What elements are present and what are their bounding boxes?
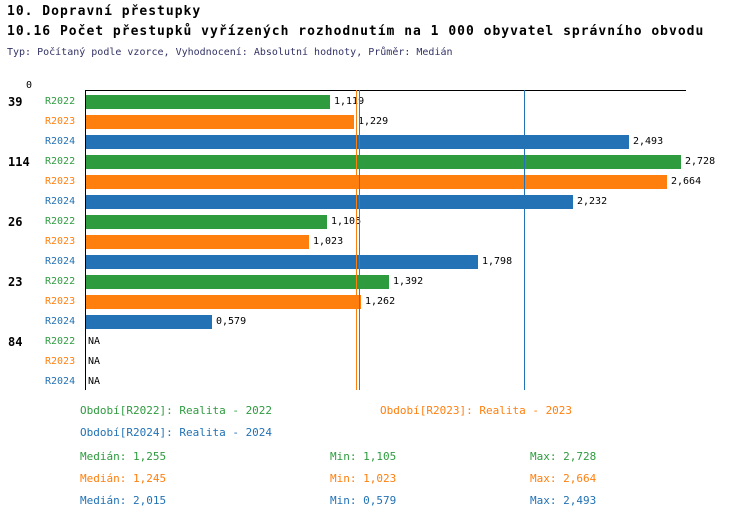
stat-max-r2022: Max: 2,728 (530, 450, 597, 463)
series-label: R2022 (45, 156, 76, 167)
bar-value-label: 1,229 (358, 116, 389, 127)
group-label: 23 (8, 275, 23, 289)
bar (86, 275, 389, 289)
x-axis-line (85, 90, 686, 91)
na-label: NA (88, 376, 101, 387)
series-label: R2023 (45, 236, 76, 247)
group-label: 84 (8, 335, 23, 349)
median-line-green (359, 90, 360, 390)
group-label: 39 (8, 95, 23, 109)
series-label: R2024 (45, 136, 76, 147)
bar-value-label: 2,493 (633, 136, 664, 147)
series-label: R2022 (45, 276, 76, 287)
bar (86, 175, 667, 189)
legend-item-r2024: Období[R2024]: Realita - 2024 (80, 426, 273, 439)
x-axis-zero-tick-label: 0 (26, 80, 33, 91)
bar (86, 295, 361, 309)
bar-value-label: 2,664 (671, 176, 702, 187)
bar (86, 135, 629, 149)
bar (86, 115, 354, 129)
bar (86, 195, 573, 209)
stat-min-r2024: Min: 0,579 (330, 494, 397, 507)
series-label: R2024 (45, 376, 76, 387)
bar-value-label: 2,728 (685, 156, 716, 167)
bar-value-label: 1,392 (393, 276, 424, 287)
stat-median-r2024: Medián: 2,015 (80, 494, 167, 507)
group-label: 114 (8, 155, 30, 169)
median-line-blue (524, 90, 525, 390)
series-label: R2023 (45, 176, 76, 187)
series-label: R2022 (45, 96, 76, 107)
bar (86, 95, 330, 109)
series-label: R2024 (45, 256, 76, 267)
median-line-orange (356, 90, 357, 390)
bar-value-label: 0,579 (216, 316, 247, 327)
series-label: R2022 (45, 216, 76, 227)
bar (86, 235, 309, 249)
series-label: R2023 (45, 116, 76, 127)
bar-value-label: 1,119 (334, 96, 365, 107)
series-label: R2023 (45, 356, 76, 367)
bar-value-label: 1,262 (365, 296, 396, 307)
series-label: R2024 (45, 316, 76, 327)
indicator-subtitle: 10.16 Počet přestupků vyřízených rozhodn… (7, 24, 705, 39)
bar-value-label: 1,798 (482, 256, 513, 267)
page-title: 10. Dopravní přestupky (7, 4, 202, 19)
bar-value-label: 2,232 (577, 196, 608, 207)
bar (86, 215, 327, 229)
stat-median-r2023: Medián: 1,245 (80, 472, 167, 485)
indicator-meta: Typ: Počítaný podle vzorce, Vyhodnocení:… (7, 47, 453, 58)
stat-min-r2022: Min: 1,105 (330, 450, 397, 463)
na-label: NA (88, 336, 101, 347)
bar (86, 255, 478, 269)
y-axis-line (85, 90, 86, 390)
bar-value-label: 1,105 (331, 216, 362, 227)
legend-item-r2022: Období[R2022]: Realita - 2022 (80, 404, 273, 417)
series-label: R2024 (45, 196, 76, 207)
na-label: NA (88, 356, 101, 367)
bar (86, 155, 681, 169)
bar-value-label: 1,023 (313, 236, 344, 247)
bar (86, 315, 212, 329)
stat-median-r2022: Medián: 1,255 (80, 450, 167, 463)
legend-item-r2023: Období[R2023]: Realita - 2023 (380, 404, 573, 417)
group-label: 26 (8, 215, 23, 229)
series-label: R2023 (45, 296, 76, 307)
stat-max-r2023: Max: 2,664 (530, 472, 597, 485)
series-label: R2022 (45, 336, 76, 347)
stat-max-r2024: Max: 2,493 (530, 494, 597, 507)
stat-min-r2023: Min: 1,023 (330, 472, 397, 485)
